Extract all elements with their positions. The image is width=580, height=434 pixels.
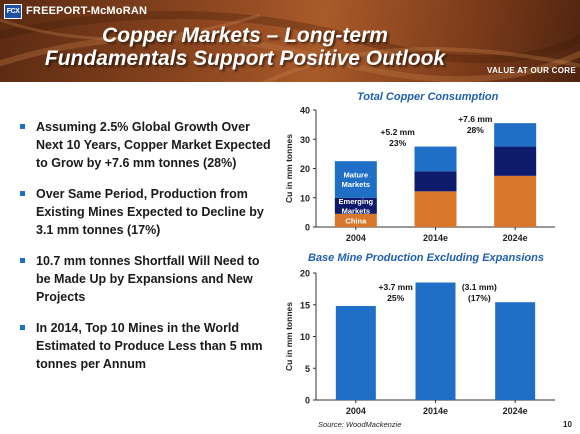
- bullet-item: Assuming 2.5% Global Growth Over Next 10…: [20, 118, 275, 172]
- source-note: Source: WoodMackenzie: [318, 420, 402, 429]
- growth-annotation: 23%: [389, 138, 406, 148]
- bar-segment-emerging-markets: [334, 197, 377, 214]
- y-axis-title: Cu in mm tonnes: [284, 302, 294, 371]
- bullet-text: Assuming 2.5% Global Growth Over Next 10…: [36, 120, 271, 170]
- change-annotation: 25%: [387, 293, 404, 303]
- series-label-china: China: [345, 216, 367, 225]
- bullet-text: Over Same Period, Production from Existi…: [36, 187, 264, 237]
- chart1-title: Total Copper Consumption: [357, 91, 499, 103]
- bullet-item: In 2014, Top 10 Mines in the World Estim…: [20, 319, 275, 373]
- bar-segment-china: [334, 213, 377, 227]
- series-label-mature-markets: Mature: [344, 171, 369, 180]
- x-tick-label: 2004: [346, 406, 366, 416]
- bullet-text: In 2014, Top 10 Mines in the World Estim…: [36, 321, 263, 371]
- change-annotation: +3.7 mm: [379, 282, 414, 292]
- growth-annotation: +5.2 mm: [381, 127, 416, 137]
- banner-texture: [0, 11, 580, 82]
- bullet-text: 10.7 mm tonnes Shortfall Will Need to be…: [36, 254, 260, 304]
- header-banner: FCX FREEPORT-McMoRAN Copper Markets – Lo…: [0, 0, 580, 82]
- y-tick-label: 15: [300, 300, 310, 310]
- bullet-item: Over Same Period, Production from Existi…: [20, 185, 275, 239]
- growth-annotation: +7.6 mm: [458, 114, 493, 124]
- y-tick-label: 0: [305, 223, 310, 233]
- x-tick-label: 2024e: [503, 233, 528, 243]
- y-tick-label: 30: [300, 135, 310, 145]
- tagline: VALUE AT OUR CORE: [487, 66, 576, 75]
- bar-segment-mature-markets: [334, 161, 377, 198]
- company-logo: FCX FREEPORT-McMoRAN: [4, 3, 147, 19]
- bullet-square-icon: [20, 191, 25, 196]
- series-label-emerging-markets: Emerging: [339, 197, 374, 206]
- series-label-mature-markets: Markets: [342, 180, 370, 189]
- slide-title: Copper Markets – Long-term Fundamentals …: [0, 24, 490, 70]
- bar-segment-mature-markets: [414, 146, 457, 172]
- x-tick-label: 2004: [346, 233, 366, 243]
- growth-annotation: 28%: [467, 125, 484, 135]
- change-annotation: (3.1 mm): [462, 282, 497, 292]
- x-tick-label: 2024e: [503, 406, 528, 416]
- slide-title-line1: Copper Markets – Long-term: [102, 24, 388, 47]
- x-tick-label: 2014e: [423, 406, 448, 416]
- y-tick-label: 10: [300, 332, 310, 342]
- chart2-title: Base Mine Production Excluding Expansion…: [308, 252, 544, 264]
- bullet-square-icon: [20, 124, 25, 129]
- bar-segment-emerging-markets: [414, 171, 457, 192]
- y-tick-label: 40: [300, 106, 310, 116]
- y-axis-title: Cu in mm tonnes: [284, 134, 294, 203]
- y-tick-label: 0: [305, 396, 310, 406]
- bullet-square-icon: [20, 258, 25, 263]
- bar-segment-china: [494, 175, 537, 227]
- bar-segment-emerging-markets: [494, 146, 537, 176]
- y-tick-label: 20: [300, 164, 310, 174]
- logo-mark: FCX: [4, 3, 22, 19]
- bar: [415, 282, 456, 400]
- bar-segment-china: [414, 191, 457, 227]
- slide-title-line2: Fundamentals Support Positive Outlook: [44, 47, 446, 70]
- change-annotation: (17%): [468, 293, 491, 303]
- company-name: FREEPORT-McMoRAN: [26, 5, 148, 17]
- bullet-list: Assuming 2.5% Global Growth Over Next 10…: [20, 118, 275, 386]
- bullet-square-icon: [20, 325, 25, 330]
- bar-segment-mature-markets: [494, 123, 537, 147]
- y-tick-label: 10: [300, 193, 310, 203]
- bar: [495, 302, 536, 400]
- bar: [335, 306, 376, 400]
- y-tick-label: 5: [305, 364, 310, 374]
- y-tick-label: 20: [300, 269, 310, 279]
- x-tick-label: 2014e: [423, 233, 448, 243]
- series-label-emerging-markets: Markets: [342, 207, 370, 216]
- bullet-item: 10.7 mm tonnes Shortfall Will Need to be…: [20, 252, 275, 306]
- page-number: 10: [563, 420, 572, 429]
